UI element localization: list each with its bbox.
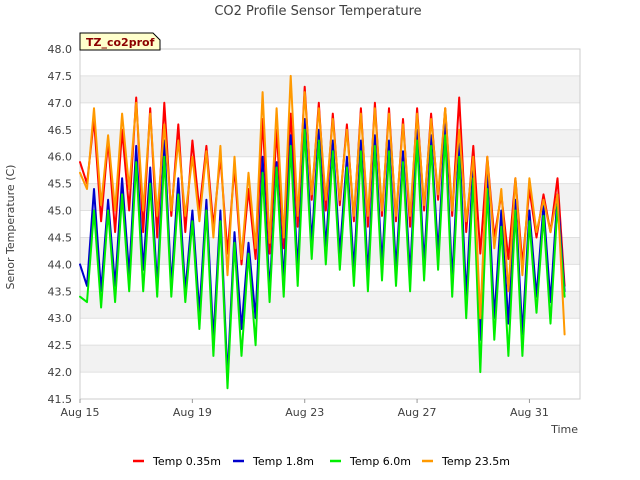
legend-label: Temp 23.5m	[441, 455, 510, 468]
plot-area-border	[79, 48, 581, 400]
y-tick-label: 46.0	[48, 151, 73, 164]
plot-band	[80, 345, 580, 373]
y-tick-label: 46.5	[48, 124, 73, 137]
y-axis-ticks: 41.5 42.0 42.5 43.0 43.5 44.0 44.5 45.0 45.5 46.0…	[48, 43, 73, 406]
x-axis-label: Time	[550, 423, 578, 436]
legend-label: Temp 0.35m	[152, 455, 221, 468]
legend-label: Temp 1.8m	[252, 455, 314, 468]
y-tick-label: 45.0	[48, 205, 73, 218]
y-tick-label: 47.0	[48, 97, 73, 110]
y-tick-label: 45.5	[48, 178, 73, 191]
legend-label: Temp 6.0m	[349, 455, 411, 468]
y-tick-label: 41.5	[48, 393, 73, 406]
site-label-box	[79, 32, 161, 51]
x-tick-label: Aug 19	[173, 406, 212, 419]
series-line-temp-23-5m	[79, 74, 566, 336]
y-axis-label: Senor Temperature (C)	[4, 165, 17, 290]
series-line-temp-6-0m	[79, 128, 566, 390]
y-tick-label: 43.5	[48, 285, 73, 298]
y-tick-label: 43.0	[48, 312, 73, 325]
y-tick-label: 47.5	[48, 70, 73, 83]
plot-band	[80, 75, 580, 103]
x-axis-ticks: Aug 15 Aug 19 Aug 23 Aug 27 Aug 31	[61, 399, 549, 419]
x-tick-label: Aug 15	[61, 406, 100, 419]
x-tick-label: Aug 27	[398, 406, 437, 419]
site-label-badge: TZ_co2prof	[79, 32, 161, 51]
x-tick-label: Aug 23	[285, 406, 324, 419]
x-tick-label: Aug 31	[510, 406, 549, 419]
site-label-text: TZ_co2prof	[86, 36, 155, 49]
chart-title: CO2 Profile Sensor Temperature	[214, 4, 421, 19]
y-tick-label: 44.5	[48, 231, 73, 244]
legend: Temp 0.35m Temp 1.8m Temp 6.0m Temp 23.5m	[133, 455, 510, 468]
y-tick-label: 44.0	[48, 258, 73, 271]
y-tick-label: 42.0	[48, 366, 73, 379]
y-tick-label: 42.5	[48, 339, 73, 352]
y-tick-label: 48.0	[48, 43, 73, 56]
series-lines	[79, 74, 566, 390]
plot-band	[80, 237, 580, 265]
